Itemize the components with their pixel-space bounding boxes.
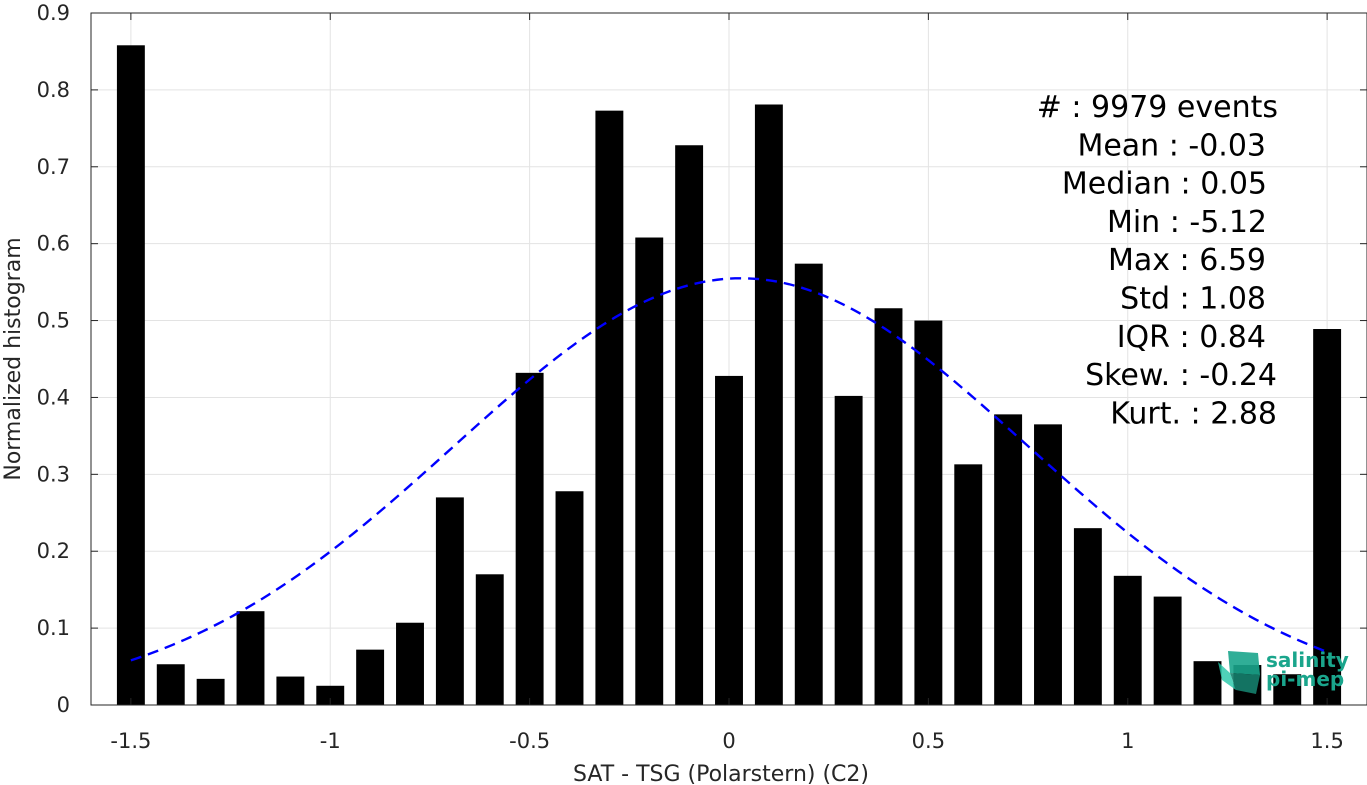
- y-axis-label: Normalized histogram: [1, 237, 26, 480]
- x-tick-label: -0.5: [509, 729, 550, 753]
- y-tick-label: 0: [57, 693, 70, 717]
- x-tick-label: 0.5: [912, 729, 945, 753]
- stat-line: Median : 0.05: [1062, 167, 1267, 202]
- histogram-bar: [316, 685, 345, 705]
- histogram-bar: [1113, 575, 1142, 705]
- histogram-bar: [435, 497, 464, 705]
- histogram-bar: [555, 491, 584, 705]
- histogram-bar: [515, 372, 544, 705]
- histogram-bar: [675, 145, 704, 705]
- histogram-bar: [994, 414, 1023, 705]
- y-tick-label: 0.1: [37, 616, 70, 640]
- histogram-bar: [954, 464, 983, 705]
- x-axis-label: SAT - TSG (Polarstern) (C2): [573, 762, 869, 785]
- histogram-bar: [834, 395, 863, 705]
- histogram-bar: [356, 649, 385, 705]
- histogram-bar: [754, 104, 783, 705]
- histogram-bar: [635, 237, 664, 705]
- stat-line: Std : 1.08: [1120, 282, 1266, 317]
- histogram-bar: [715, 375, 743, 705]
- histogram-bar: [396, 622, 424, 705]
- stat-line: Mean : -0.03: [1077, 128, 1266, 163]
- histogram-bar: [914, 320, 943, 705]
- stat-line: Kurt. : 2.88: [1110, 396, 1277, 431]
- histogram-bar: [595, 110, 624, 706]
- y-tick-label: 0.8: [37, 78, 70, 102]
- salinity-pi-mep-logo: salinity pi-mep: [1218, 648, 1349, 694]
- y-tick-label: 0.9: [37, 1, 70, 25]
- x-tick-labels: -1.5 -1 -0.5 0 0.5 1 1.5: [110, 729, 1343, 753]
- logo-text-line1: salinity: [1266, 648, 1349, 672]
- histogram-bar: [156, 664, 185, 705]
- histogram-bar: [794, 263, 823, 705]
- logo-cube-icon: [1218, 651, 1260, 694]
- histogram-bar: [1313, 329, 1342, 705]
- y-tick-labels: 0 0.1 0.2 0.3 0.4 0.5 0.6 0.7 0.8 0.9: [37, 1, 70, 717]
- histogram-bar: [116, 45, 145, 705]
- x-tick-label: -1.5: [110, 729, 151, 753]
- x-tick-label: -1: [320, 729, 341, 753]
- y-tick-label: 0.3: [37, 462, 70, 486]
- stat-line: Skew. : -0.24: [1085, 358, 1277, 393]
- logo-text-line2: pi-mep: [1266, 667, 1344, 691]
- y-tick-label: 0.5: [37, 309, 70, 333]
- ticks: [91, 12, 1367, 706]
- histogram-bar: [1153, 596, 1182, 705]
- y-tick-label: 0.7: [37, 155, 70, 179]
- histogram-bar: [1273, 674, 1302, 705]
- histogram-bar: [1073, 528, 1102, 705]
- histogram-bar: [1034, 424, 1062, 705]
- x-tick-label: 1: [1121, 729, 1134, 753]
- y-tick-label: 0.4: [37, 385, 70, 409]
- y-tick-label: 0.2: [37, 539, 70, 563]
- stat-line: Min : -5.12: [1107, 205, 1267, 240]
- y-tick-label: 0.6: [37, 232, 70, 256]
- histogram-bar: [196, 678, 225, 705]
- x-tick-label: 0: [722, 729, 735, 753]
- histogram-bar: [475, 574, 504, 705]
- bar-series: [116, 45, 1342, 706]
- x-tick-label: 1.5: [1310, 729, 1343, 753]
- histogram-bar: [874, 308, 903, 705]
- histogram-bar: [1193, 661, 1222, 705]
- stat-line: # : 9979 events: [1037, 90, 1278, 125]
- stat-line: IQR : 0.84: [1117, 320, 1266, 355]
- histogram-bar: [236, 611, 265, 705]
- stat-line: Max : 6.59: [1108, 243, 1266, 278]
- histogram-bar: [276, 676, 305, 705]
